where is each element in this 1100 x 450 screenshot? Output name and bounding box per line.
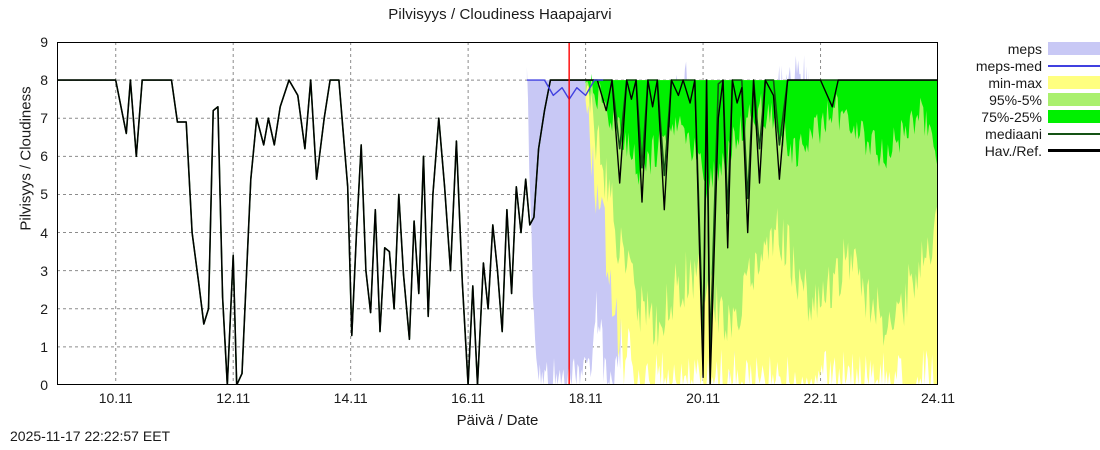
legend-swatch xyxy=(1048,42,1100,55)
x-tick-24.11: 24.11 xyxy=(921,390,955,406)
legend-swatch xyxy=(1048,93,1100,106)
chart-title: Pilvisyys / Cloudiness Haapajarvi xyxy=(388,6,612,23)
legend-swatch xyxy=(1048,144,1100,157)
y-tick-6: 6 xyxy=(40,148,48,165)
legend-label: meps-med xyxy=(975,57,1042,74)
band-75%-25% xyxy=(585,73,938,199)
legend-swatch xyxy=(1048,59,1100,72)
legend-label: meps xyxy=(1007,40,1042,57)
y-tick-7: 7 xyxy=(40,110,48,127)
y-tick-2: 2 xyxy=(40,300,48,317)
x-tick-18.11: 18.11 xyxy=(568,390,603,406)
legend-label: 75%-25% xyxy=(981,108,1042,125)
y-tick-3: 3 xyxy=(40,262,48,279)
plot-frame xyxy=(57,42,938,385)
legend-swatch xyxy=(1048,110,1100,123)
legend-item-min-max: min-max xyxy=(952,74,1100,91)
forecast-bands xyxy=(526,55,938,385)
x-axis-label: Päivä / Date xyxy=(456,412,539,429)
legend-item-mediaani: mediaani xyxy=(952,125,1100,142)
legend-swatch xyxy=(1048,127,1100,140)
line-hav-ref xyxy=(57,79,938,385)
x-tick-22.11: 22.11 xyxy=(803,390,838,406)
timestamp-label: 2025-11-17 22:22:57 EET xyxy=(10,428,171,444)
x-tick-12.11: 12.11 xyxy=(216,390,251,406)
y-tick-5: 5 xyxy=(40,186,48,203)
legend-item-95-5-: 95%-5% xyxy=(952,91,1100,108)
legend-label: Hav./Ref. xyxy=(984,142,1042,159)
plot-area xyxy=(57,42,938,385)
x-tick-14.11: 14.11 xyxy=(333,390,368,406)
y-tick-0: 0 xyxy=(40,377,48,393)
legend-item-meps-med: meps-med xyxy=(952,57,1100,74)
x-tick-16.11: 16.11 xyxy=(451,390,486,406)
legend-label: 95%-5% xyxy=(989,91,1042,108)
y-tick-9: 9 xyxy=(40,34,48,50)
x-tick-10.11: 10.11 xyxy=(98,390,133,406)
legend-label: min-max xyxy=(988,74,1042,91)
legend-label: mediaani xyxy=(985,125,1042,142)
legend-item-meps: meps xyxy=(952,40,1100,57)
legend-swatch xyxy=(1048,76,1100,89)
band-95%-5% xyxy=(585,80,938,347)
x-tick-20.11: 20.11 xyxy=(686,390,721,406)
y-tick-1: 1 xyxy=(40,338,48,355)
plot-canvas xyxy=(57,42,938,385)
legend-item-hav-ref-: Hav./Ref. xyxy=(952,142,1100,159)
legend-item-75-25-: 75%-25% xyxy=(952,108,1100,125)
y-tick-4: 4 xyxy=(40,224,48,241)
chart-legend: meps meps-med min-max 95%-5% 75%-25% mediaani… xyxy=(952,40,1100,159)
y-tick-8: 8 xyxy=(40,72,48,89)
